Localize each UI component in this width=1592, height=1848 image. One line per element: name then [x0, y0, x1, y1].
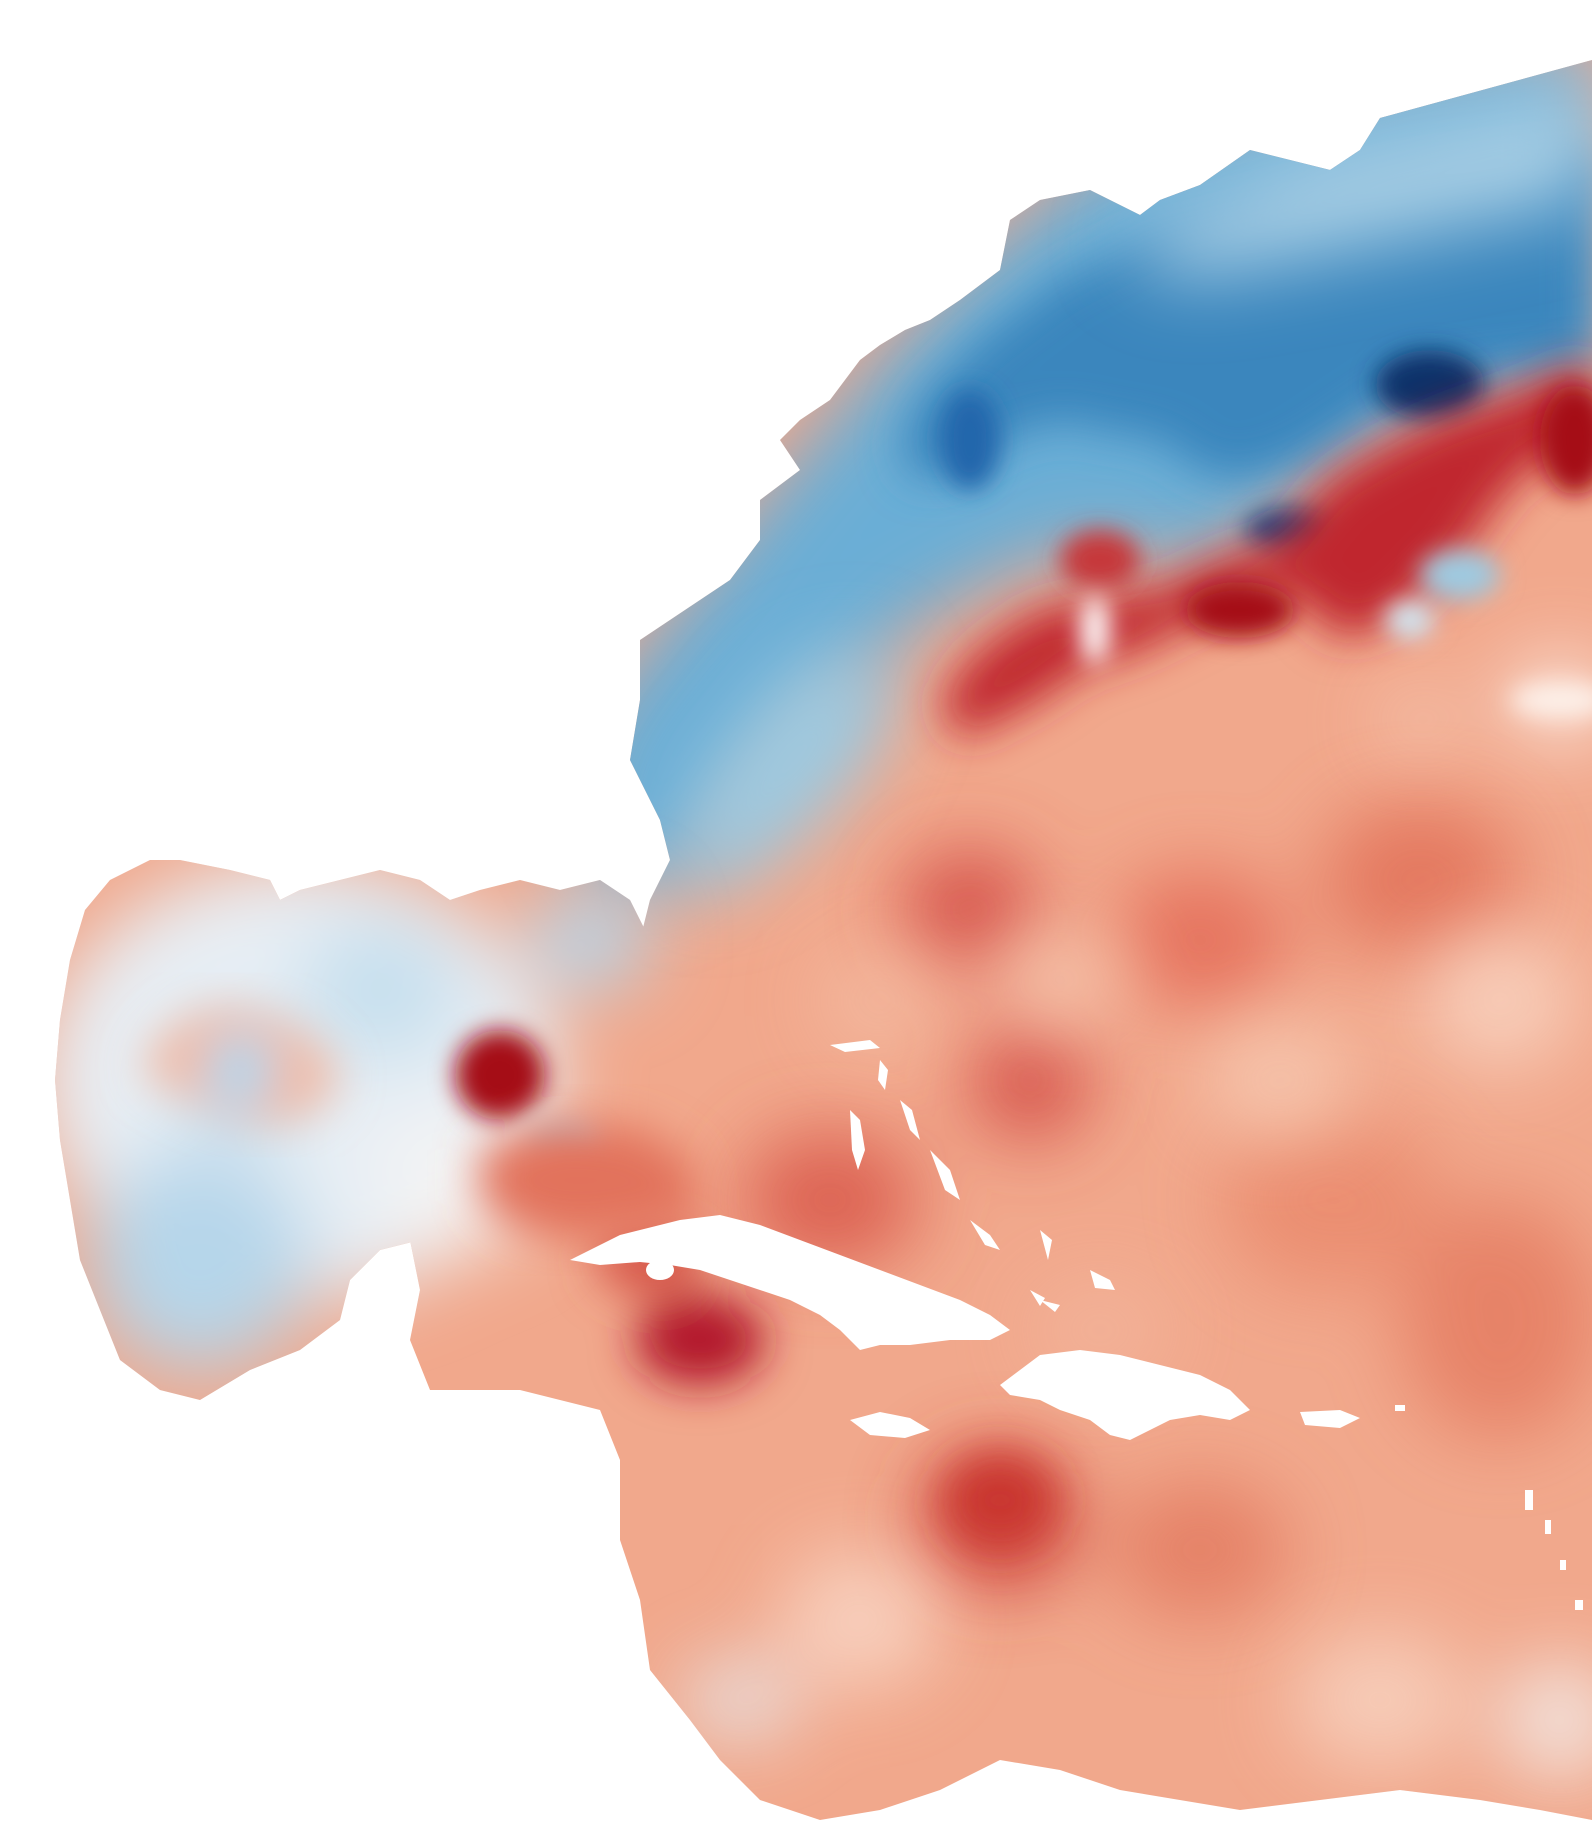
- jamaica-landmass: [850, 1412, 930, 1438]
- lesser-antilles-islands: [1395, 1405, 1583, 1610]
- cuba-landmass: [570, 1215, 1010, 1350]
- islands: [570, 1040, 1583, 1610]
- puerto-rico-landmass: [1300, 1410, 1360, 1428]
- hispaniola-landmass: [1000, 1350, 1250, 1440]
- bahamas-islands: [830, 1040, 1115, 1312]
- island-small: [646, 1260, 674, 1280]
